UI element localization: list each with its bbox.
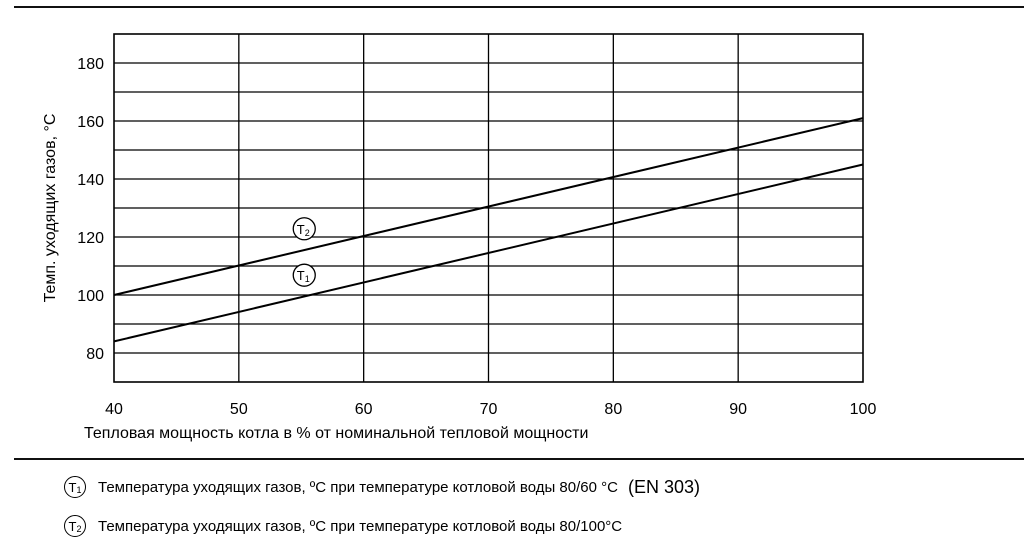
x-tick-label: 80 bbox=[604, 401, 622, 418]
series-marker-t1: T1 bbox=[292, 263, 316, 287]
series-line-t2 bbox=[113, 117, 864, 296]
legend-text: Температура уходящих газов, ºC при темпе… bbox=[98, 517, 623, 535]
exhaust-temperature-chart: T2 T1 40 50 60 70 80 90 100 80 100 120 140 160 180 Т… bbox=[42, 33, 876, 442]
marker-circle bbox=[292, 217, 316, 241]
y-tick-label: 160 bbox=[77, 114, 104, 131]
top-rule bbox=[14, 6, 1024, 8]
y-tick-label: 100 bbox=[77, 288, 104, 305]
plot-frame bbox=[113, 33, 864, 383]
x-axis-title: Тепловая мощность котла в % от номинальн… bbox=[84, 425, 588, 442]
y-tick-label: 80 bbox=[86, 346, 104, 363]
x-tick-label: 90 bbox=[729, 401, 747, 418]
legend-standard: (EN 303) bbox=[627, 476, 700, 497]
y-axis-title: Темп. уходящих газов, °C bbox=[42, 114, 59, 303]
grid bbox=[114, 34, 863, 382]
marker-circle bbox=[292, 263, 316, 287]
x-tick-label: 40 bbox=[105, 401, 123, 418]
series-markers: T2 T1 bbox=[292, 217, 316, 287]
x-tick-label: 60 bbox=[355, 401, 373, 418]
series-marker-t2: T2 bbox=[292, 217, 316, 241]
series-line-t1 bbox=[113, 163, 864, 343]
x-tick-label: 100 bbox=[850, 401, 877, 418]
middle-rule bbox=[14, 458, 1024, 460]
y-tick-label: 120 bbox=[77, 230, 104, 247]
x-tick-labels: 40 50 60 70 80 90 100 bbox=[105, 401, 876, 418]
series-lines bbox=[113, 117, 864, 343]
y-tick-labels: 80 100 120 140 160 180 bbox=[77, 56, 104, 363]
x-tick-label: 70 bbox=[480, 401, 498, 418]
legend-text: Температура уходящих газов, ºC при темпе… bbox=[98, 478, 618, 496]
y-tick-label: 180 bbox=[77, 56, 104, 73]
x-tick-label: 50 bbox=[230, 401, 248, 418]
y-tick-label: 140 bbox=[77, 172, 104, 189]
